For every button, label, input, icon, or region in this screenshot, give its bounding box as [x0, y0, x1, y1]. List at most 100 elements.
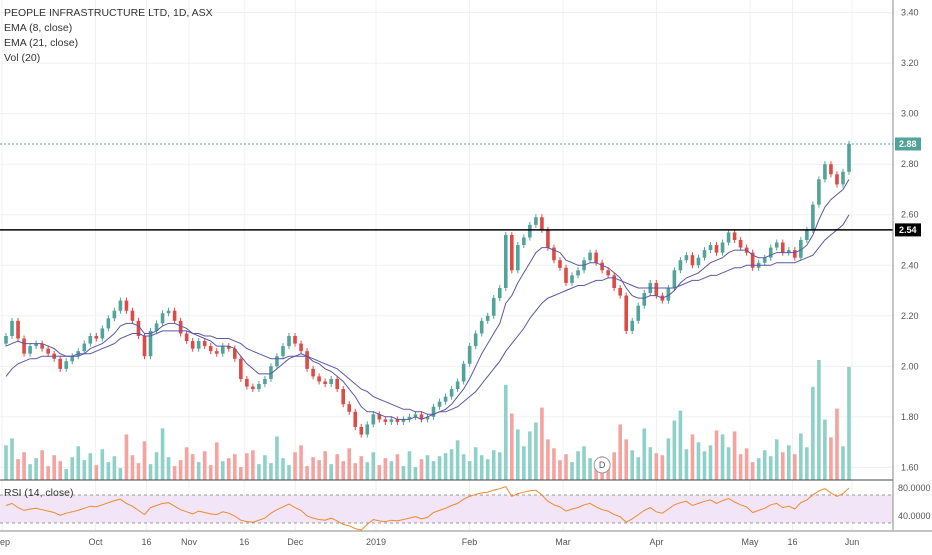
candle [528, 221, 532, 241]
candle-body [516, 245, 520, 271]
price-tick-label: 1.60 [901, 462, 919, 472]
volume-bar [714, 430, 719, 480]
volume-bar [88, 453, 93, 480]
volume-bar [178, 460, 183, 480]
time-tick-label: Dec [287, 537, 304, 547]
volume-bar [702, 451, 707, 480]
candle [245, 375, 249, 390]
volume-bar [371, 452, 376, 480]
volume-bar [726, 447, 731, 480]
candle [570, 272, 574, 286]
candle-body [281, 346, 285, 357]
volume-bar [636, 457, 641, 480]
candle-body [323, 381, 327, 384]
candle [437, 398, 442, 410]
candle [449, 386, 454, 400]
ema8-legend[interactable]: EMA (8, close) [4, 22, 73, 34]
rsi-legend[interactable]: RSI (14, close) [4, 487, 74, 499]
candle [558, 257, 562, 271]
candle [251, 383, 255, 393]
volume-bar [744, 448, 749, 480]
time-axis[interactable]: Sep Oct 16 Nov 16 Dec 2019 Feb Mar Apr May 16 Jun [0, 537, 859, 547]
volume-bar [564, 454, 568, 480]
candle-body [275, 356, 279, 367]
candle [112, 307, 117, 322]
candle [461, 360, 466, 385]
candle-body [714, 245, 719, 253]
candle [160, 310, 165, 327]
volume-bar [263, 455, 267, 480]
volume-bar [220, 461, 225, 480]
price-tick-label: 2.60 [901, 210, 919, 220]
candle [811, 201, 815, 233]
volume-bars [4, 360, 851, 480]
candle [220, 343, 225, 357]
candle [136, 317, 141, 340]
candle [269, 363, 273, 382]
candle-body [624, 295, 629, 331]
ema21-legend[interactable]: EMA (21, close) [4, 37, 79, 49]
volume-bar [317, 460, 321, 480]
volume-bar [672, 420, 677, 480]
candle-body [311, 368, 315, 377]
price-tick-label: 1.80 [901, 412, 919, 422]
candle [365, 421, 370, 438]
volume-bar [413, 467, 418, 480]
volume-bar [606, 464, 610, 480]
candle-body [208, 346, 213, 352]
candle [389, 416, 394, 425]
candle [196, 338, 201, 352]
candle [847, 140, 851, 175]
candle-body [642, 293, 647, 306]
candle [684, 252, 689, 264]
volume-bar [503, 384, 508, 480]
price-axis[interactable]: 3.40 3.20 3.00 2.80 2.60 2.40 2.20 2.00 1.80 1.60 [901, 8, 919, 473]
volume-bar [660, 455, 665, 480]
candle [124, 297, 129, 314]
candle-body [407, 416, 412, 420]
dividend-circle[interactable] [593, 456, 611, 474]
volume-bar [275, 436, 279, 480]
volume-bar [76, 446, 81, 480]
volume-bar [106, 462, 111, 480]
volume-bar [202, 451, 207, 480]
volume-bar [847, 366, 851, 480]
candle [106, 315, 111, 332]
candle-body [473, 333, 478, 347]
price-tick-label: 2.80 [901, 159, 919, 169]
candle-body [600, 262, 604, 271]
candle [166, 307, 171, 317]
candle [768, 244, 773, 261]
volume-bar [136, 463, 141, 480]
candle-body [22, 338, 26, 354]
volume-bar [491, 450, 496, 480]
candle-body [491, 298, 496, 316]
candle-body [88, 336, 93, 344]
candle-body [654, 282, 659, 296]
candle [413, 411, 418, 420]
rsi-axis[interactable]: 80.0000 40.0000 [898, 483, 931, 521]
volume-bar [305, 466, 309, 480]
volume-bar [425, 455, 430, 480]
volume-bar [40, 450, 44, 480]
volume-bar [768, 456, 773, 480]
candle-body [166, 310, 171, 314]
price-tick-label: 3.00 [901, 109, 919, 119]
candle-body [467, 346, 472, 364]
volume-bar [172, 466, 177, 480]
dividend-marker-icon[interactable]: D [593, 456, 611, 474]
candle-body [431, 406, 436, 417]
volume-legend[interactable]: Vol (20) [4, 52, 41, 64]
volume-bar [582, 446, 586, 480]
volume-bar [377, 465, 382, 480]
candle [491, 295, 496, 319]
volume-bar [738, 454, 743, 480]
dividend-label: D [599, 460, 606, 470]
volume-bar [58, 461, 62, 480]
time-tick-label: Oct [88, 537, 103, 547]
volume-bar [4, 445, 8, 480]
volume-bar [359, 456, 364, 480]
volume-bar [142, 441, 147, 480]
